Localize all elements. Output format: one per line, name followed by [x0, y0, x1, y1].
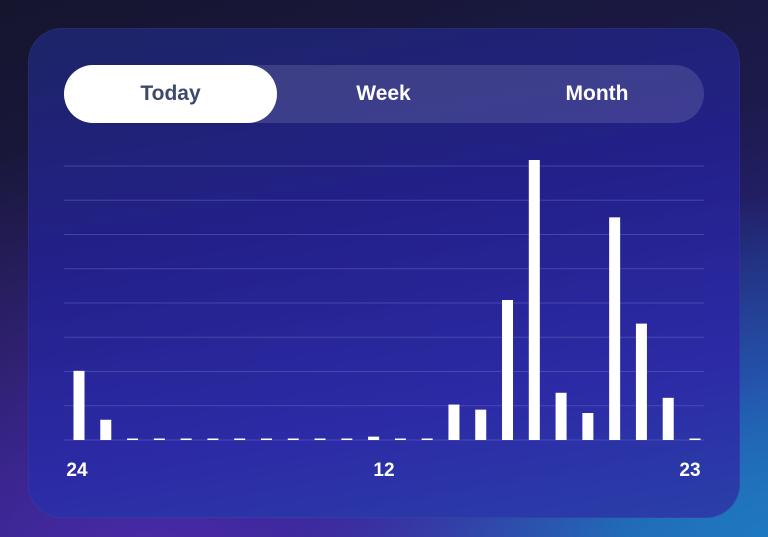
- bar-hour-23: [689, 438, 701, 440]
- x-tick-label: 24: [66, 460, 88, 481]
- bar-hour-5: [207, 438, 219, 440]
- bar-hour-19: [582, 413, 594, 440]
- tab-today[interactable]: Today: [64, 65, 277, 123]
- bar-hour-21: [635, 323, 647, 440]
- bar-hour-10: [341, 438, 353, 440]
- hourly-bar-chart: 24 12 23: [64, 160, 704, 481]
- bar-hour-15: [475, 409, 487, 440]
- bar-hour-22: [662, 397, 674, 440]
- activity-card: Today Week Month 24 12 23: [28, 28, 740, 518]
- bar-hour-24: [73, 370, 85, 440]
- bar-hour-11: [368, 436, 380, 440]
- chart-bars: [73, 160, 701, 440]
- bar-hour-8: [287, 438, 299, 440]
- bar-hour-16: [502, 300, 514, 440]
- bar-hour-2: [127, 438, 139, 440]
- bar-hour-14: [448, 404, 460, 440]
- bar-hour-3: [153, 438, 165, 440]
- bar-hour-6: [234, 438, 246, 440]
- bar-hour-20: [609, 217, 621, 440]
- x-tick-label: 23: [679, 460, 700, 481]
- tab-week[interactable]: Week: [356, 82, 411, 105]
- bar-hour-18: [555, 392, 567, 440]
- x-tick-label: 12: [373, 460, 394, 481]
- bar-hour-4: [180, 438, 192, 440]
- bar-hour-17: [528, 160, 540, 440]
- chart-gridlines: [64, 165, 704, 441]
- bar-hour-7: [260, 438, 272, 440]
- period-segmented-control: Today Week Month: [64, 65, 704, 123]
- bar-hour-13: [421, 438, 433, 440]
- x-axis-labels: 24 12 23: [66, 460, 700, 481]
- bar-hour-9: [314, 438, 326, 440]
- bar-hour-12: [394, 438, 406, 440]
- tab-month[interactable]: Month: [565, 82, 629, 105]
- bar-hour-1: [100, 419, 112, 440]
